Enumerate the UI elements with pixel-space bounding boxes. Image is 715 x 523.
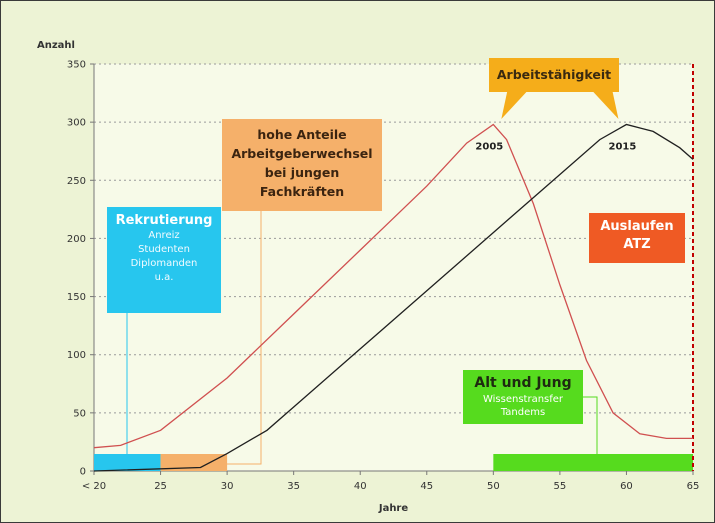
- old-and-young-line: Wissenstransfer: [482, 394, 564, 405]
- peak-year-label: 2015: [609, 141, 637, 152]
- x-tick-label: 60: [620, 481, 633, 492]
- old-and-young-title: Alt und Jung: [474, 375, 572, 391]
- atz-line: Auslaufen: [600, 219, 674, 234]
- y-tick-label: 300: [67, 118, 86, 129]
- recruitment-line: u.a.: [154, 272, 174, 283]
- series-line-1: [93, 123, 693, 449]
- callout-pointer-2005: [501, 91, 528, 119]
- employer-change-line: Arbeitgeberwechsel: [231, 146, 373, 161]
- x-tick-label: 50: [487, 481, 500, 492]
- work-ability-label: Arbeitstähigkeit: [497, 67, 611, 82]
- x-tick-label: 45: [420, 481, 433, 492]
- recruitment-line: Diplomanden: [130, 258, 198, 269]
- x-tick-label: 25: [154, 481, 167, 492]
- atz-box: Auslaufen ATZ: [589, 213, 685, 263]
- x-tick-label: 65: [687, 481, 700, 492]
- y-tick-label: 150: [67, 292, 86, 303]
- y-tick-label: 0: [80, 467, 86, 478]
- work-ability-callout: [489, 58, 619, 92]
- old-and-young-line: Tandems: [500, 407, 546, 418]
- recruitment-line: Anreiz: [148, 230, 180, 241]
- atz-line: ATZ: [623, 237, 651, 252]
- y-tick-label: 50: [73, 408, 86, 419]
- period-bar: [94, 454, 161, 471]
- y-tick-label: 200: [67, 234, 86, 245]
- old-and-young-connector: [583, 396, 598, 454]
- series-line-2: [93, 123, 694, 472]
- employer-change-box: hohe Anteile Arbeitgeberwechsel bei jung…: [222, 119, 382, 211]
- recruitment-title: Rekrutierung: [115, 213, 213, 228]
- peak-year-label: 2005: [475, 141, 503, 152]
- x-tick-label: < 20: [82, 481, 106, 492]
- recruitment-box: Rekrutierung Anreiz Studenten Diplomande…: [107, 207, 221, 313]
- x-tick-label: 40: [354, 481, 367, 492]
- y-axis-title: Anzahl: [37, 40, 75, 51]
- x-tick-label: 30: [221, 481, 234, 492]
- callout-pointer-2015: [592, 91, 619, 119]
- x-tick-label: 35: [287, 481, 300, 492]
- employer-change-connector: [227, 211, 262, 465]
- employer-change-line: Fachkräften: [259, 184, 345, 199]
- y-tick-label: 350: [67, 60, 86, 71]
- period-bar: [160, 454, 228, 471]
- period-bar: [493, 454, 693, 471]
- y-tick-label: 250: [67, 176, 86, 187]
- x-tick-label: 55: [554, 481, 567, 492]
- x-axis-title: Jahre: [378, 503, 409, 514]
- recruitment-line: Studenten: [138, 244, 190, 255]
- old-and-young-box: Alt und Jung Wissenstransfer Tandems: [463, 370, 583, 424]
- employer-change-line: hohe Anteile: [257, 127, 347, 142]
- y-tick-label: 100: [67, 350, 86, 361]
- employer-change-line: bei jungen: [264, 165, 340, 180]
